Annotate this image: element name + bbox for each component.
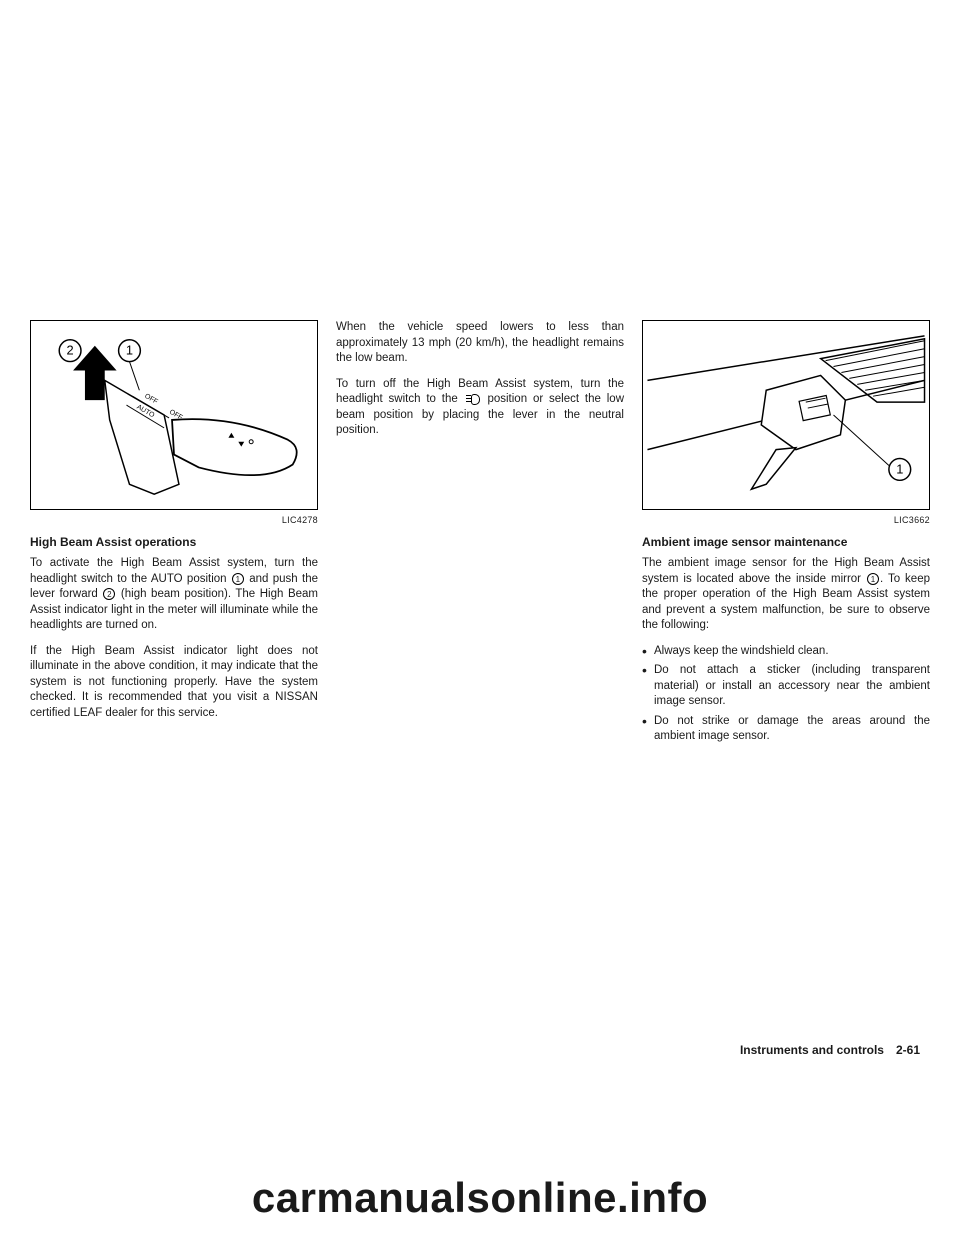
lever-illustration: 2 1 OFF AUTO OFF [31,321,317,509]
figure-lever: 2 1 OFF AUTO OFF [30,320,318,510]
svg-text:1: 1 [896,461,903,476]
page-footer: Instruments and controls 2-61 [740,1043,920,1057]
circled-2: 2 [103,588,115,600]
circled-1: 1 [232,573,244,585]
figure-sensor: 1 [642,320,930,510]
svg-text:1: 1 [126,343,133,358]
watermark: carmanualsonline.info [0,1174,960,1222]
subheading-ambient: Ambient image sensor maintenance [642,534,930,550]
column-2: When the vehicle speed lowers to less th… [336,320,624,749]
col2-para1: When the vehicle speed lowers to less th… [336,320,624,367]
column-1: 2 1 OFF AUTO OFF LIC4278 [30,320,318,749]
bullet-1: Always keep the windshield clean. [642,644,930,660]
bullet-list: Always keep the windshield clean. Do not… [642,644,930,745]
subheading-hba-ops: High Beam Assist operations [30,534,318,550]
page-content: 2 1 OFF AUTO OFF LIC4278 [30,320,930,749]
col1-para2: If the High Beam Assist indicator light … [30,644,318,722]
bullet-3: Do not strike or damage the areas around… [642,714,930,745]
col2-para2: To turn off the High Beam Assist system,… [336,377,624,439]
headlight-icon [466,394,480,404]
column-3: 1 LIC3662 Ambient image sensor maintenan… [642,320,930,749]
bullet-2: Do not attach a sticker (including trans… [642,663,930,710]
figure-code-2: LIC3662 [642,514,930,526]
col3-para1: The ambient image sensor for the High Be… [642,556,930,634]
col1-para1: To activate the High Beam Assist system,… [30,556,318,634]
circled-1b: 1 [867,573,879,585]
svg-text:2: 2 [67,343,74,358]
sensor-illustration: 1 [643,321,929,509]
figure-code-1: LIC4278 [30,514,318,526]
